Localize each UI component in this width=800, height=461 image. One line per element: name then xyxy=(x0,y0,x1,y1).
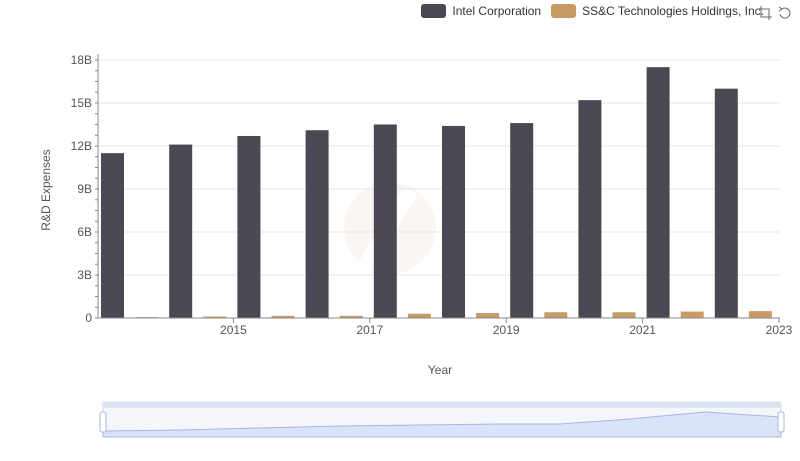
bar-intel-2020[interactable] xyxy=(510,123,534,318)
zoom-select-icon[interactable] xyxy=(758,6,772,20)
y-tick-label: 15B xyxy=(71,96,92,110)
bar-intel-2018[interactable] xyxy=(373,124,397,319)
zoom-restore-icon[interactable] xyxy=(778,6,792,20)
y-tick-label: 12B xyxy=(71,139,92,153)
x-tick-label: 2021 xyxy=(629,323,656,337)
data-zoom-drag-bar[interactable] xyxy=(103,402,781,408)
bar-intel-2015[interactable] xyxy=(169,144,193,318)
y-tick-label: 6B xyxy=(77,225,92,239)
x-tick-label: 2015 xyxy=(220,323,247,337)
legend-swatch-ssc xyxy=(551,4,577,18)
bar-ssc-2015[interactable] xyxy=(203,316,227,318)
bar-ssc-2021[interactable] xyxy=(612,312,636,318)
bar-ssc-2020[interactable] xyxy=(544,312,568,318)
data-zoom-slider[interactable] xyxy=(99,401,785,438)
bar-intel-2019[interactable] xyxy=(442,125,465,318)
x-tick-label: 2023 xyxy=(766,323,793,337)
bar-ssc-2017[interactable] xyxy=(339,315,363,318)
y-tick-label: 0 xyxy=(85,311,92,325)
bar-intel-2021[interactable] xyxy=(578,100,602,318)
legend-label-intel: Intel Corporation xyxy=(452,4,542,18)
bar-ssc-2022[interactable] xyxy=(680,311,704,318)
data-zoom-preview-area xyxy=(102,411,782,438)
bar-intel-2014[interactable] xyxy=(101,153,124,318)
bar-ssc-2019[interactable] xyxy=(476,312,500,318)
bar-ssc-2023[interactable] xyxy=(748,311,772,318)
bar-intel-2023[interactable] xyxy=(714,88,738,319)
y-tick-label: 18B xyxy=(71,53,92,67)
y-tick-label: 3B xyxy=(77,268,92,282)
bar-intel-2017[interactable] xyxy=(305,130,329,318)
legend: Intel Corporation SS&C Technologies Hold… xyxy=(421,4,764,18)
legend-label-ssc: SS&C Technologies Holdings, Inc. xyxy=(582,4,764,18)
x-tick-label: 2019 xyxy=(493,323,520,337)
bar-ssc-2018[interactable] xyxy=(407,313,431,318)
bar-ssc-2016[interactable] xyxy=(271,315,295,318)
x-tick-label: 2017 xyxy=(356,323,383,337)
x-axis-label: Year xyxy=(428,363,452,377)
data-zoom-right-handle[interactable] xyxy=(777,411,785,433)
legend-swatch-intel xyxy=(421,4,447,18)
legend-item-ssc[interactable]: SS&C Technologies Holdings, Inc. xyxy=(551,4,764,18)
data-zoom-left-handle[interactable] xyxy=(99,411,107,433)
legend-item-intel[interactable]: Intel Corporation xyxy=(421,4,541,18)
bar-intel-2016[interactable] xyxy=(237,135,261,318)
y-axis-label: R&D Expenses xyxy=(39,149,53,230)
chart-toolbar xyxy=(758,6,792,20)
bar-intel-2022[interactable] xyxy=(646,67,670,319)
y-tick-label: 9B xyxy=(77,182,92,196)
